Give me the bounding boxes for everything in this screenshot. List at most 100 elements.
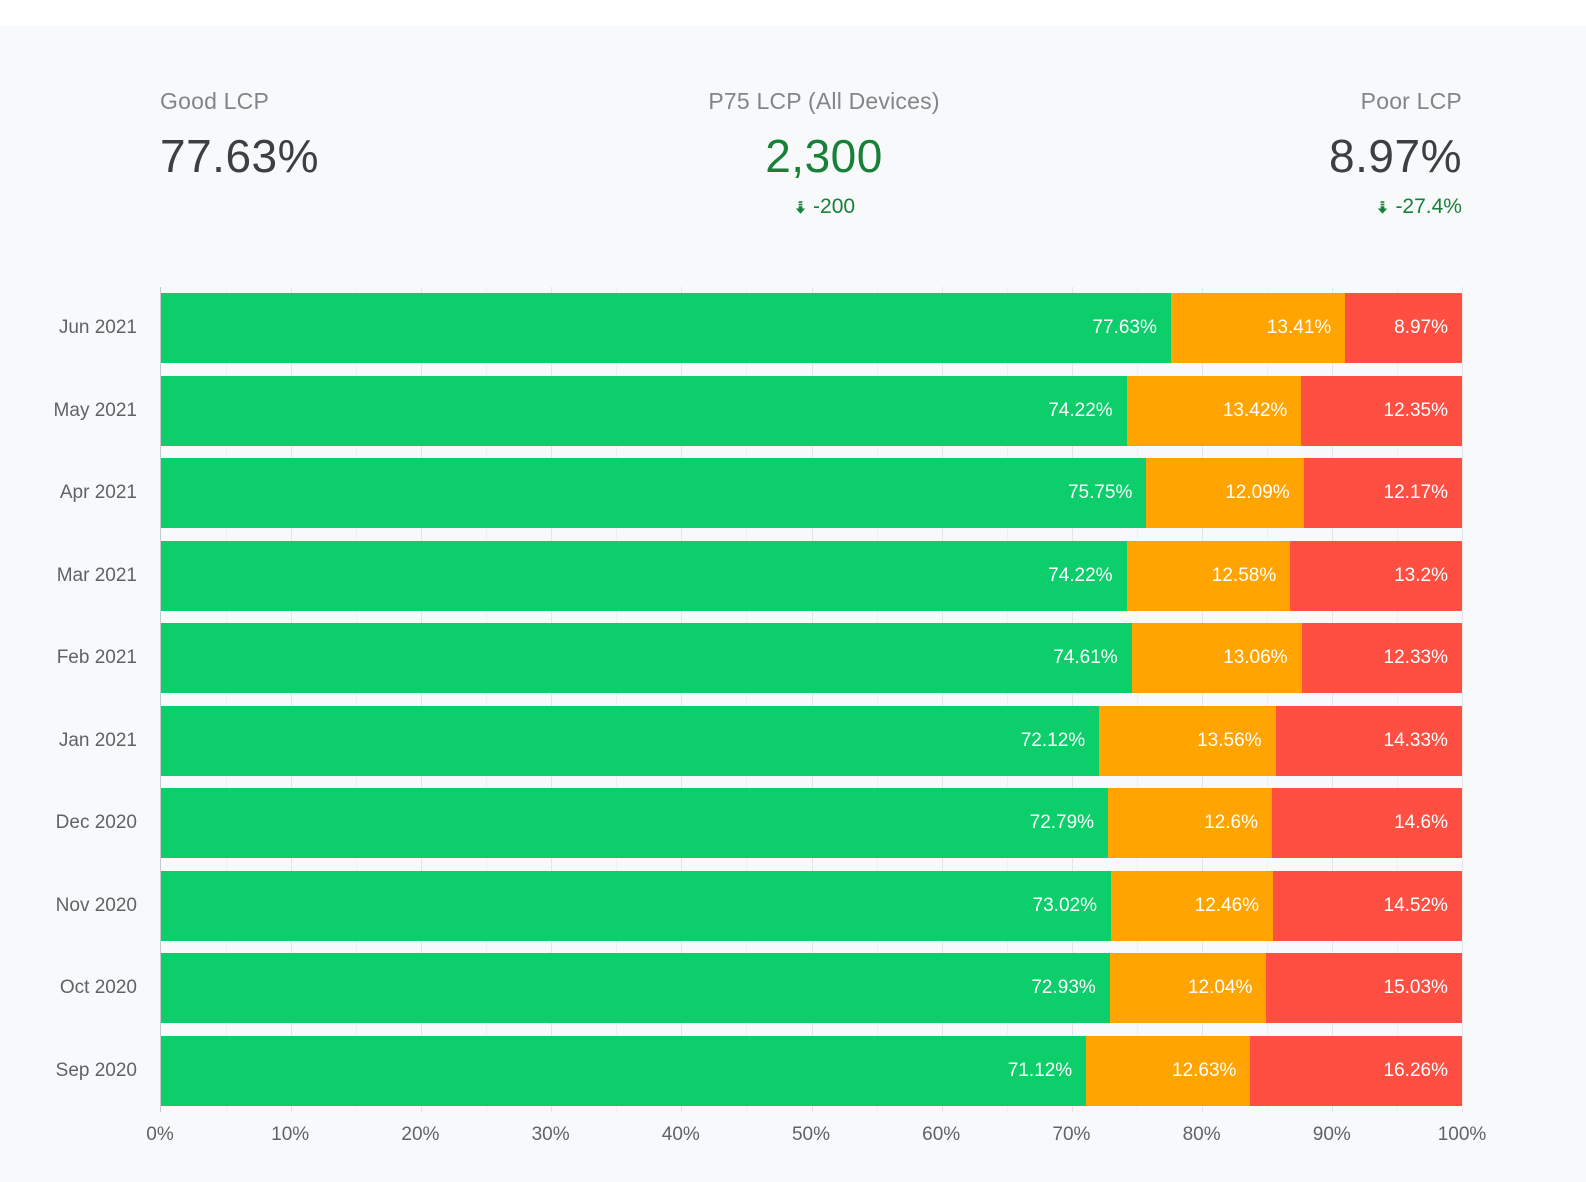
bar-segment-value-label: 15.03% <box>1383 977 1448 999</box>
bar-segment-needs-improvement[interactable]: 12.46% <box>1110 870 1274 941</box>
gridline <box>1071 287 1073 1112</box>
bar-segment-value-label: 14.52% <box>1383 894 1448 916</box>
bar-segment-good[interactable]: 77.63% <box>161 293 1171 364</box>
bar-segment-value-label: 73.02% <box>1032 894 1097 916</box>
lcp-stacked-bar-chart: Jun 2021 77.63% 13.41% 8.97% May 2021 74.22% 1… <box>0 287 1586 1167</box>
bar-segment-value-label: 75.75% <box>1067 482 1133 504</box>
bar-segment-poor[interactable]: 14.6% <box>1272 788 1462 859</box>
chart-row: Apr 2021 75.75% 12.09% 12.17% <box>60 452 1462 535</box>
bar-segment-poor[interactable]: 12.35% <box>1301 375 1462 446</box>
bar-segment-poor[interactable]: 16.26% <box>1250 1035 1462 1106</box>
bar-segment-good[interactable]: 72.79% <box>161 788 1109 859</box>
bar-segment-value-label: 12.6% <box>1204 812 1259 834</box>
stacked-bar: 72.93% 12.04% 15.03% <box>161 953 1462 1024</box>
bar-segment-poor[interactable]: 8.97% <box>1345 293 1462 364</box>
chart-row: Oct 2020 72.93% 12.04% 15.03% <box>60 947 1462 1030</box>
metric-delta-value: -27.4% <box>1395 195 1462 218</box>
bar-segment-good[interactable]: 72.93% <box>161 953 1110 1024</box>
bar-segment-value-label: 72.79% <box>1029 812 1095 834</box>
y-axis-category-label: Oct 2020 <box>59 977 137 999</box>
bar-segment-value-label: 77.63% <box>1092 317 1157 339</box>
bar-segment-good[interactable]: 71.12% <box>161 1035 1087 1106</box>
stacked-bar: 72.79% 12.6% 14.6% <box>161 788 1462 859</box>
gridline <box>226 287 228 1112</box>
bar-segment-value-label: 13.06% <box>1223 647 1288 669</box>
bar-segment-needs-improvement[interactable]: 13.41% <box>1170 293 1346 364</box>
bar-segment-poor[interactable]: 14.33% <box>1275 705 1462 776</box>
gridline <box>1201 287 1203 1112</box>
bar-segment-good[interactable]: 74.61% <box>161 623 1132 694</box>
stacked-bar: 74.22% 12.58% 13.2% <box>161 540 1462 611</box>
bar-segment-value-label: 74.61% <box>1053 647 1118 669</box>
gridline <box>356 287 358 1112</box>
gridline <box>616 287 618 1112</box>
metric-value: 2,300 <box>765 130 883 182</box>
bar-segment-good[interactable]: 74.22% <box>161 540 1127 611</box>
gridline <box>1266 287 1268 1112</box>
bar-segment-value-label: 8.97% <box>1394 317 1448 339</box>
x-tick-label: 30% <box>531 1124 570 1145</box>
bar-segment-good[interactable]: 75.75% <box>161 458 1147 529</box>
gridline <box>1462 287 1463 1112</box>
bar-segment-value-label: 74.22% <box>1048 399 1113 421</box>
bar-segment-value-label: 12.63% <box>1172 1059 1237 1081</box>
bar-segment-good[interactable]: 72.12% <box>161 705 1100 776</box>
gridline <box>421 287 423 1112</box>
bar-segment-needs-improvement[interactable]: 12.63% <box>1086 1035 1251 1106</box>
x-tick-label: 10% <box>271 1124 310 1145</box>
bar-segment-needs-improvement[interactable]: 12.04% <box>1109 953 1267 1024</box>
gridline <box>486 287 488 1112</box>
chart-row: May 2021 74.22% 13.42% 12.35% <box>54 370 1462 453</box>
bar-segment-poor[interactable]: 14.52% <box>1273 870 1462 941</box>
bar-segment-value-label: 14.33% <box>1383 729 1448 751</box>
scorecard-header: Good LCP 77.63% P75 LCP (All Devices) 2,… <box>160 88 1462 219</box>
metric-value: 8.97% <box>1329 130 1462 182</box>
bar-segment-value-label: 12.09% <box>1225 482 1290 504</box>
bar-segment-needs-improvement[interactable]: 13.06% <box>1131 623 1302 694</box>
bar-segment-value-label: 13.2% <box>1394 564 1448 586</box>
gridline <box>941 287 943 1112</box>
gridline <box>551 287 553 1112</box>
bar-segment-value-label: 71.12% <box>1007 1059 1073 1081</box>
bar-segment-needs-improvement[interactable]: 12.58% <box>1126 540 1291 611</box>
stacked-bar: 73.02% 12.46% 14.52% <box>161 870 1462 941</box>
chart-row: Jan 2021 72.12% 13.56% 14.33% <box>59 700 1462 783</box>
bar-segment-poor[interactable]: 12.33% <box>1301 623 1462 694</box>
gridline <box>681 287 683 1112</box>
bar-segment-good[interactable]: 73.02% <box>161 870 1111 941</box>
bar-segment-value-label: 12.46% <box>1194 894 1260 916</box>
x-tick-label: 90% <box>1312 1124 1351 1145</box>
bar-segment-value-label: 12.17% <box>1383 482 1448 504</box>
y-axis-category-label: May 2021 <box>53 399 137 421</box>
x-tick-label: 60% <box>922 1124 961 1145</box>
bar-segment-value-label: 74.22% <box>1048 564 1113 586</box>
y-axis-category-label: Jan 2021 <box>58 729 137 751</box>
chart-row: Jun 2021 77.63% 13.41% 8.97% <box>59 287 1462 370</box>
bar-segment-needs-improvement[interactable]: 12.09% <box>1146 458 1304 529</box>
x-tick-label: 50% <box>791 1124 831 1145</box>
gridline <box>1136 287 1138 1112</box>
stacked-bar: 74.61% 13.06% 12.33% <box>161 623 1462 694</box>
metric-delta-value: -200 <box>813 195 856 218</box>
gridline <box>1006 287 1008 1112</box>
bar-segment-value-label: 13.56% <box>1197 729 1262 751</box>
bar-segment-needs-improvement[interactable]: 13.56% <box>1099 705 1276 776</box>
bar-segment-needs-improvement[interactable]: 13.42% <box>1126 375 1302 446</box>
down-arrow-icon <box>1375 200 1390 215</box>
y-axis-category-label: Feb 2021 <box>56 647 137 669</box>
bar-segment-good[interactable]: 74.22% <box>161 375 1127 446</box>
bar-segment-value-label: 12.33% <box>1383 647 1448 669</box>
bar-segment-poor[interactable]: 15.03% <box>1266 953 1462 1024</box>
x-tick-label: 0% <box>146 1124 174 1145</box>
gridlines <box>161 287 1463 1112</box>
metric-delta: -200 <box>793 195 855 219</box>
bar-segment-needs-improvement[interactable]: 12.6% <box>1108 788 1273 859</box>
stacked-bar: 74.22% 13.42% 12.35% <box>161 375 1462 446</box>
gridline <box>811 287 813 1112</box>
gridline <box>1396 287 1398 1112</box>
metric-p75-lcp: P75 LCP (All Devices) 2,300 -200 <box>708 88 939 219</box>
bar-segment-poor[interactable]: 12.17% <box>1303 458 1462 529</box>
gridline <box>876 287 878 1112</box>
bar-segment-poor[interactable]: 13.2% <box>1290 540 1462 611</box>
bar-segment-value-label: 12.04% <box>1187 977 1253 999</box>
